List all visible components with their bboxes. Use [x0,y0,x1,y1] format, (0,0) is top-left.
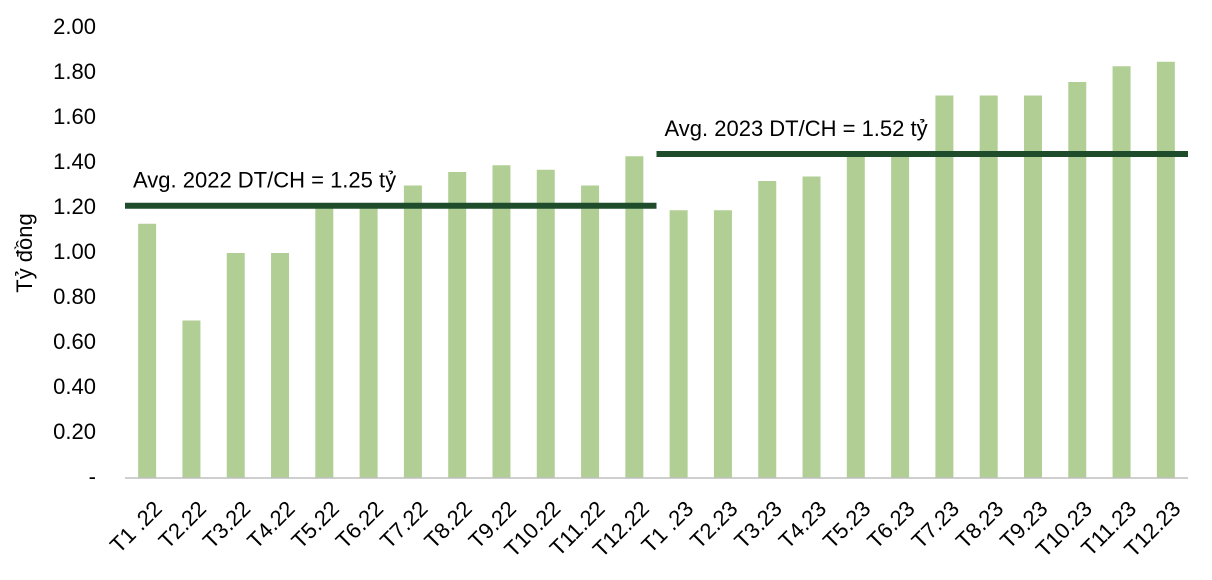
y-tick-label: 1.60 [53,104,96,129]
y-tick-label: 1.80 [53,59,96,84]
average-label: Avg. 2022 DT/CH = 1.25 tỷ [133,168,396,193]
x-tick-label: T4.22 [242,496,299,553]
y-tick-label: 1.40 [53,149,96,174]
x-tick-label: T7.22 [375,496,432,553]
bar [758,181,777,478]
y-tick-label: 0.40 [53,374,96,399]
y-tick-label: 2.00 [53,14,96,39]
average-label: Avg. 2023 DT/CH = 1.52 tỷ [665,116,928,141]
bar [226,253,245,478]
bar [492,165,511,478]
x-tick-label: T7.23 [907,496,964,553]
y-axis-label: Tỷ đồng [12,213,37,293]
x-tick-label: T1 .22 [105,496,167,558]
bar [625,156,644,478]
bar [536,169,555,478]
bar [315,205,334,478]
bar [979,95,998,478]
x-tick-label: T3.22 [198,496,255,553]
bar [271,253,290,478]
x-tick-label: T8.22 [419,496,476,553]
x-tick-label: T6.22 [331,496,388,553]
bar [891,154,910,478]
x-tick-label: T6.23 [862,496,919,553]
bar [1023,95,1042,478]
bar [182,320,201,478]
x-tick-label: T3.23 [729,496,786,553]
bar [359,205,378,478]
x-tick-label: T4.23 [774,496,831,553]
x-tick-label: T2.23 [685,496,742,553]
bar [1112,66,1131,478]
x-tick-label: T8.23 [951,496,1008,553]
y-tick-label: 1.00 [53,239,96,264]
bar [846,154,865,478]
bar [802,176,821,478]
x-tick-label: T2.22 [154,496,211,553]
y-tick-label: 1.20 [53,194,96,219]
y-tick-label: 0.20 [53,419,96,444]
bar [935,95,954,478]
bar [581,185,600,478]
bar [1068,82,1087,478]
bar [713,210,732,478]
x-tick-label: T5.23 [818,496,875,553]
y-tick-label: 0.60 [53,329,96,354]
bar [669,210,688,478]
x-tick-label: T5.22 [286,496,343,553]
x-tick-label: T1 .23 [637,496,699,558]
bar [1156,61,1175,478]
bar [448,172,467,478]
bar [403,185,422,478]
bar [138,223,157,478]
y-tick-label: - [89,464,96,489]
y-tick-label: 0.80 [53,284,96,309]
